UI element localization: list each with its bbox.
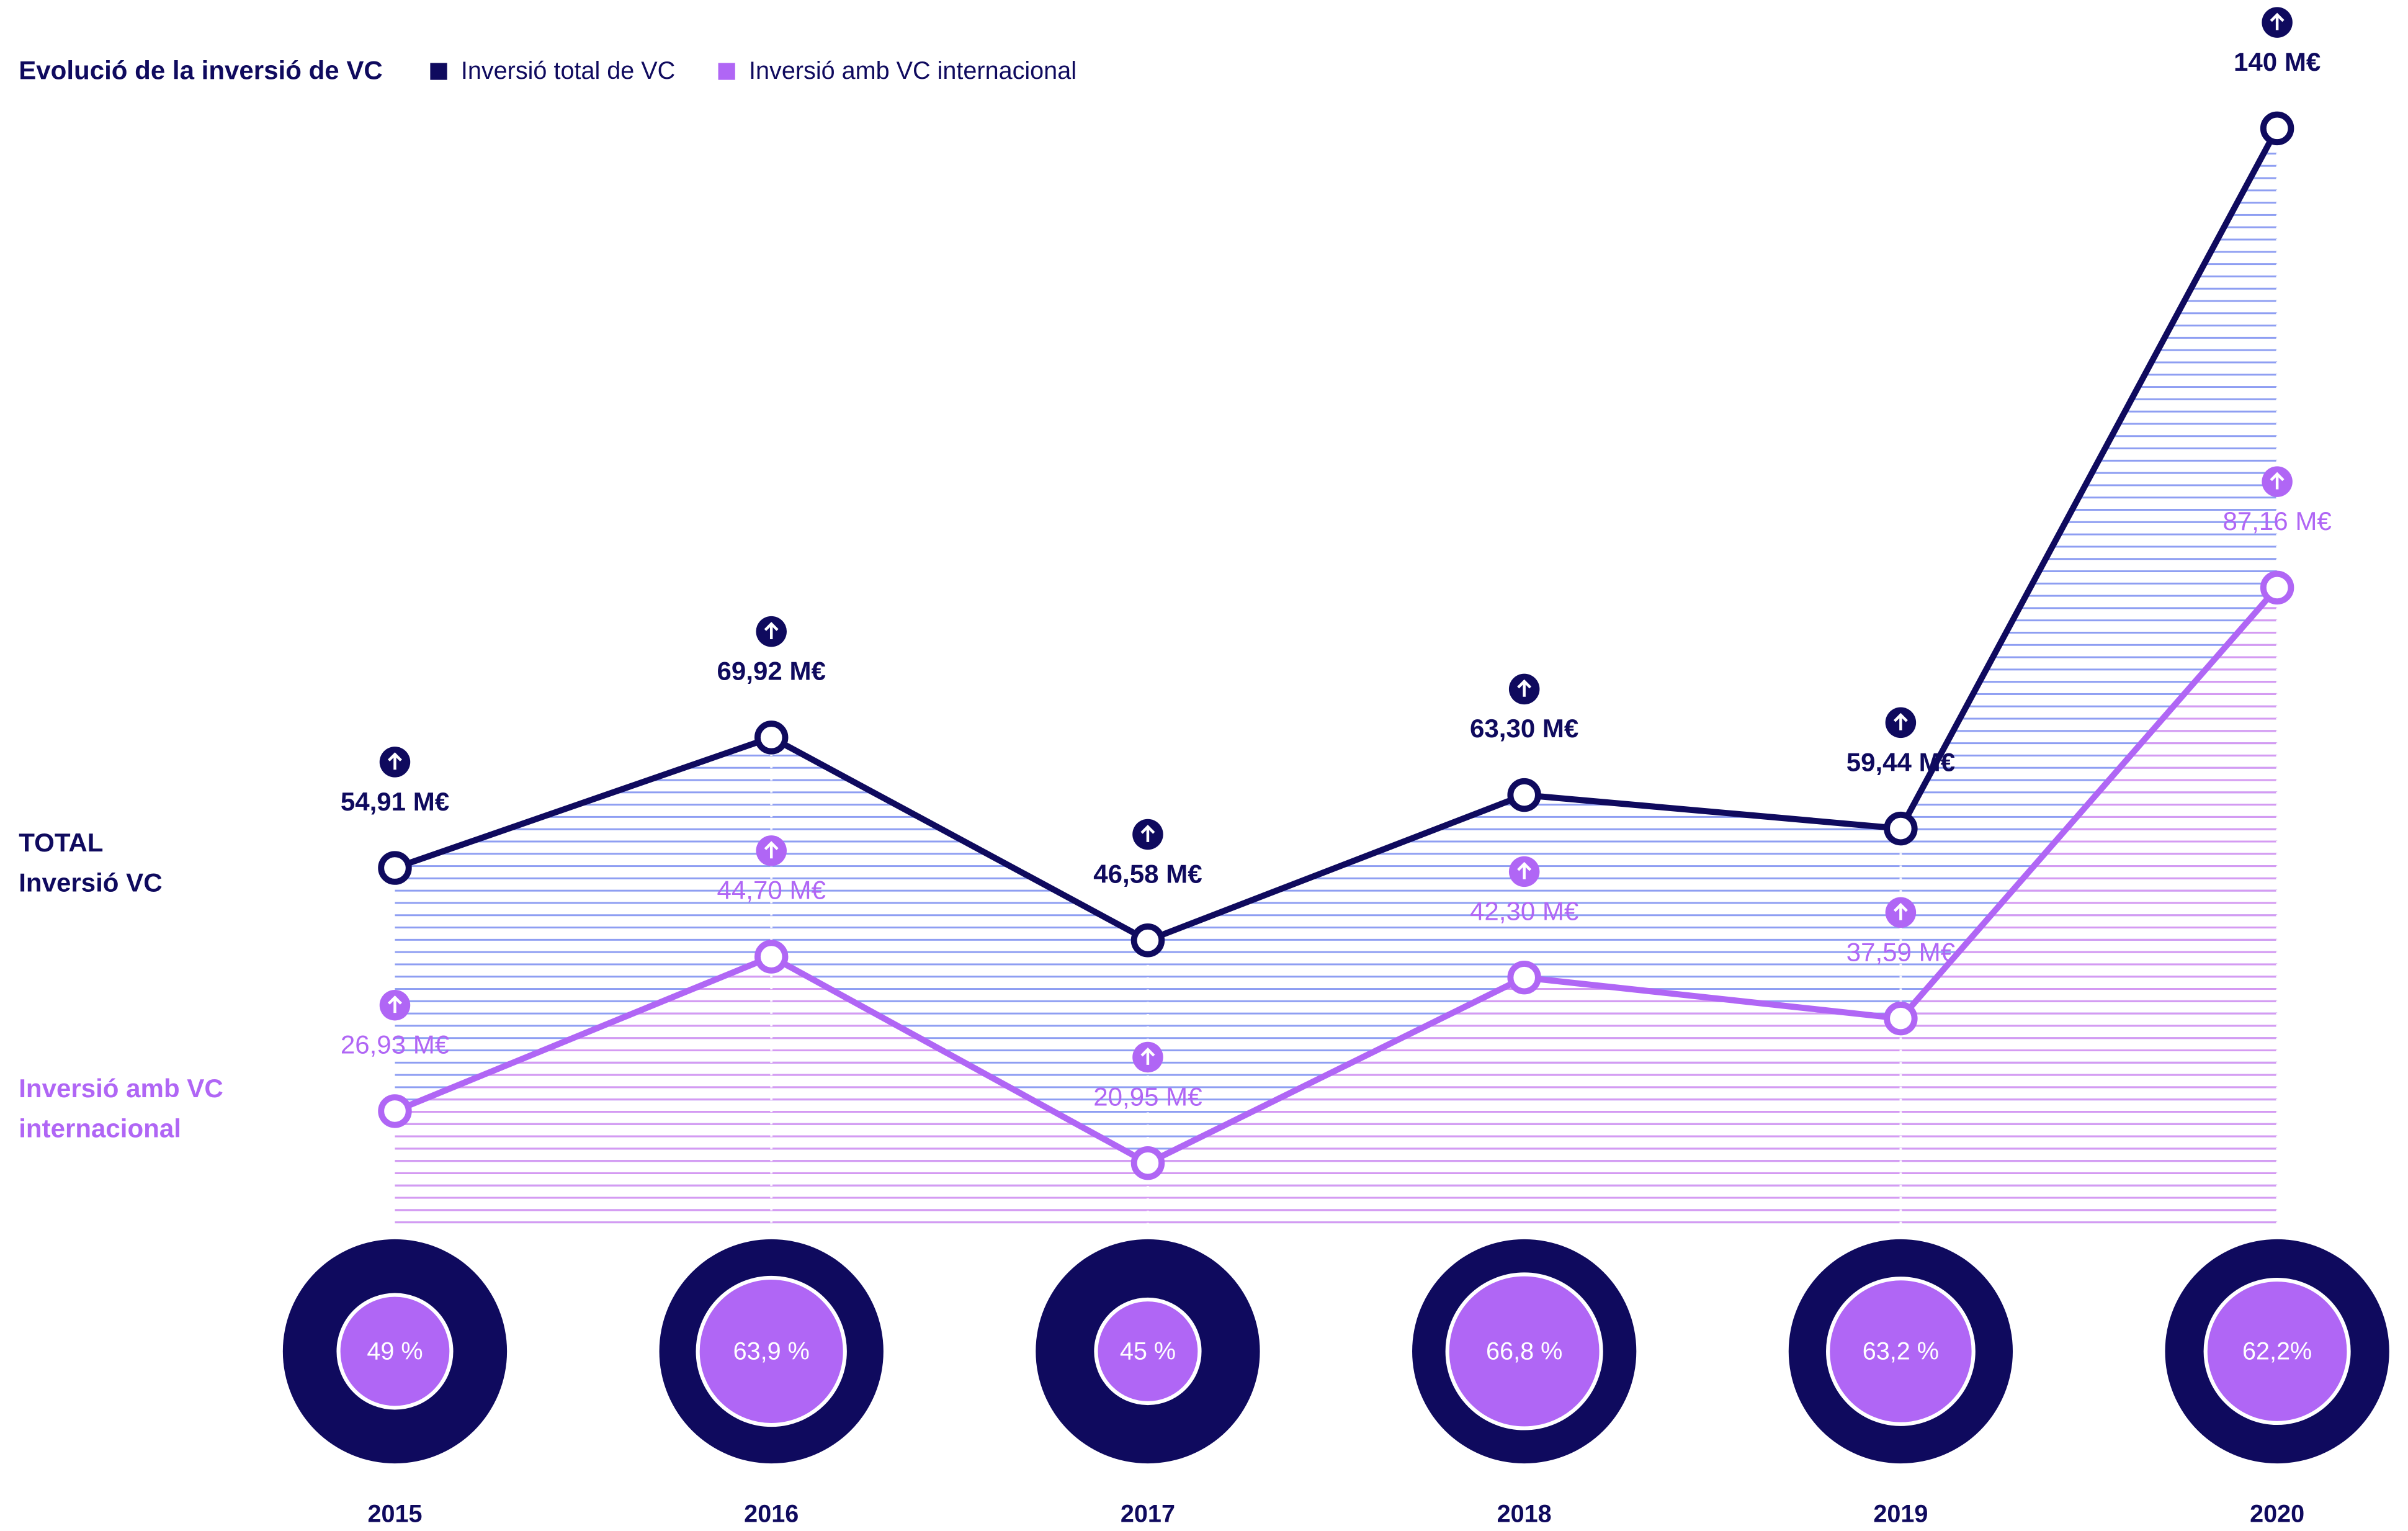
x-tick-label: 2018 <box>1497 1501 1552 1528</box>
share-label: 63,2 % <box>1863 1337 1939 1365</box>
areas <box>393 128 2278 1352</box>
x-tick-label: 2019 <box>1873 1501 1928 1528</box>
x-tick-label: 2017 <box>1121 1501 1175 1528</box>
data-point <box>754 721 789 755</box>
legend-label: Inversió amb VC internacional <box>749 57 1076 84</box>
legend-swatch <box>430 63 447 80</box>
x-tick-label: 2020 <box>2250 1501 2304 1528</box>
data-point <box>2260 570 2294 605</box>
series-annotation: internacional <box>19 1113 181 1143</box>
arrow-glyph <box>2270 12 2285 30</box>
share-label: 45 % <box>1120 1337 1176 1365</box>
series-line <box>393 127 2280 944</box>
x-tick-label: 2015 <box>367 1501 422 1528</box>
arrow-glyph <box>1517 679 1532 697</box>
data-label: 37,59 M€ <box>1846 937 1955 966</box>
arrow-glyph <box>388 995 402 1013</box>
series-annotation: TOTAL <box>19 828 103 857</box>
data-label: 42,30 M€ <box>1470 896 1578 925</box>
data-point <box>378 1094 412 1128</box>
data-label: 44,70 M€ <box>717 876 826 905</box>
area-hatch <box>395 587 2278 1229</box>
legend: Inversió total de VC Inversió amb VC inte… <box>430 57 1076 84</box>
arrow-glyph <box>764 622 779 639</box>
share-label: 62,2% <box>2242 1337 2312 1365</box>
arrow-glyph <box>2270 472 2285 490</box>
share-inner <box>1094 1297 1202 1406</box>
series-annotation: Inversió VC <box>19 868 162 897</box>
series-annotation: Inversió amb VC <box>19 1074 223 1103</box>
x-tick-label: 2016 <box>744 1501 799 1528</box>
arrow-glyph <box>1140 1047 1155 1065</box>
data-point <box>1130 923 1165 958</box>
arrow-glyph <box>1517 861 1532 879</box>
share-inner <box>1445 1272 1603 1430</box>
data-label: 54,91 M€ <box>341 787 449 816</box>
arrow-glyph <box>1893 712 1908 730</box>
share-label: 63,9 % <box>733 1337 810 1365</box>
arrow-glyph <box>1893 902 1908 920</box>
data-label: 140 M€ <box>2234 47 2321 76</box>
data-point <box>1884 811 1918 846</box>
area-hatch <box>395 128 2278 1229</box>
chart-title: Evolució de la inversió de VC <box>19 55 383 84</box>
data-point <box>1130 1146 1165 1180</box>
share-label: 66,8 % <box>1486 1337 1562 1365</box>
data-point <box>1884 1001 1918 1036</box>
share-inner <box>1826 1277 1976 1426</box>
arrow-glyph <box>764 841 779 859</box>
share-inner <box>2203 1277 2351 1425</box>
share-label: 49 % <box>367 1337 423 1365</box>
series-line <box>393 585 2280 1167</box>
data-label: 63,30 M€ <box>1470 714 1578 743</box>
data-label: 87,16 M€ <box>2222 506 2331 536</box>
data-point <box>378 851 412 885</box>
arrow-glyph <box>388 752 402 770</box>
data-point <box>2260 111 2294 146</box>
data-label: 26,93 M€ <box>341 1030 449 1059</box>
share-inner <box>336 1293 454 1410</box>
data-label: 46,58 M€ <box>1093 859 1202 888</box>
data-point <box>1507 778 1541 812</box>
legend-swatch <box>718 63 735 80</box>
data-label: 69,92 M€ <box>717 657 826 686</box>
data-label: 59,44 M€ <box>1846 747 1955 776</box>
data-point <box>1507 960 1541 995</box>
data-point <box>754 940 789 974</box>
legend-label: Inversió total de VC <box>461 57 675 84</box>
share-inner <box>696 1275 847 1427</box>
arrow-glyph <box>1140 824 1155 842</box>
data-label: 20,95 M€ <box>1093 1082 1202 1111</box>
plot: 54,91 M€ 69,92 M€ 46,58 M€ 63,30 M€ 59,44 M€… <box>282 7 2389 1528</box>
